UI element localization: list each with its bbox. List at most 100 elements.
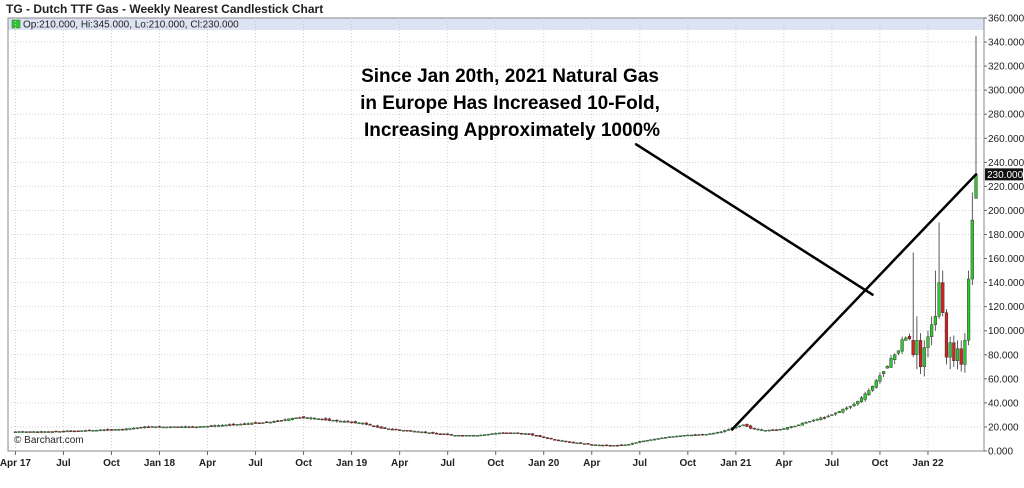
candle-body: [763, 430, 767, 432]
candle: [652, 438, 657, 441]
candle: [885, 365, 889, 369]
candle: [276, 419, 280, 423]
candle: [283, 418, 287, 422]
candle-body: [885, 365, 889, 369]
candle: [453, 435, 457, 437]
candle: [741, 424, 745, 427]
candle-body: [364, 422, 368, 425]
candle: [822, 416, 827, 420]
candle: [217, 424, 221, 427]
candle: [952, 335, 956, 367]
candle: [468, 434, 472, 437]
candle: [915, 316, 919, 370]
last-value-tag: 230.000: [985, 168, 1024, 181]
x-tick-label: Jul: [440, 458, 455, 469]
candle-body: [231, 423, 235, 426]
candle: [859, 396, 864, 404]
candle: [416, 430, 420, 433]
candle-body: [608, 445, 612, 447]
candle: [301, 416, 306, 419]
candle-body: [797, 424, 801, 427]
candle: [675, 435, 679, 438]
candle-body: [316, 418, 320, 420]
candle-body: [331, 419, 335, 422]
candle-body: [708, 433, 712, 435]
candle: [933, 270, 937, 331]
candle: [804, 421, 808, 424]
candle: [17, 431, 21, 433]
legend-swatch: [11, 19, 21, 29]
candle-body: [664, 437, 668, 439]
candle-body: [490, 433, 494, 435]
candle-body: [423, 431, 428, 434]
x-tick-label: Oct: [679, 458, 696, 469]
candle-body: [645, 440, 649, 442]
y-tick-label: 300.000: [988, 86, 1024, 97]
candle: [120, 428, 125, 431]
candle: [54, 430, 58, 433]
candle-body: [604, 444, 609, 447]
candle: [852, 402, 856, 407]
candle-body: [767, 429, 771, 432]
candle: [542, 436, 546, 438]
candle: [32, 430, 36, 433]
candle: [228, 423, 232, 426]
candle: [386, 428, 391, 430]
candle: [320, 418, 324, 421]
candle: [907, 333, 912, 341]
candle-body: [756, 428, 760, 431]
candle-body: [32, 431, 36, 433]
candle-body: [623, 444, 627, 447]
candle: [290, 417, 295, 421]
candle-body: [28, 431, 32, 433]
candle: [87, 429, 91, 432]
candle: [830, 414, 834, 416]
candle: [970, 192, 974, 286]
candle-body: [793, 425, 797, 428]
x-tick-label: Jan 20: [528, 458, 560, 469]
candle-body: [154, 426, 158, 428]
candle: [35, 431, 40, 433]
candle: [797, 424, 801, 427]
candle-body: [893, 354, 897, 360]
candle-body: [342, 421, 346, 423]
y-tick-label: 140.000: [988, 278, 1024, 289]
candle: [157, 425, 162, 428]
candle-body: [313, 417, 317, 420]
candle-body: [150, 426, 154, 428]
candle: [870, 385, 875, 392]
candle-body: [726, 429, 731, 431]
candle-body: [47, 431, 51, 433]
candle: [272, 420, 276, 424]
candle-body: [834, 412, 838, 415]
candle-body: [712, 432, 716, 435]
candle: [457, 434, 461, 437]
candle: [800, 422, 804, 426]
candle: [568, 441, 572, 443]
candle: [604, 444, 609, 447]
candle-body: [17, 431, 21, 433]
candle: [220, 423, 224, 427]
y-tick-label: 200.000: [988, 206, 1024, 217]
candle: [95, 429, 99, 432]
candle: [316, 418, 320, 421]
candle-body: [911, 340, 915, 355]
candle: [102, 429, 106, 432]
candle-body: [202, 426, 206, 428]
candle: [324, 417, 328, 421]
candle: [697, 434, 701, 436]
candle: [538, 434, 542, 438]
candle: [900, 336, 904, 354]
candle: [623, 444, 627, 447]
y-tick-label: 360.000: [988, 14, 1024, 25]
candle-body: [852, 403, 856, 407]
candle-body: [516, 432, 520, 434]
candle: [246, 422, 250, 425]
candle-body: [187, 426, 191, 428]
candle-body: [848, 405, 852, 408]
y-tick-label: 0.000: [988, 447, 1013, 458]
candle: [224, 424, 228, 427]
candle-body: [867, 390, 871, 395]
candle-body: [527, 433, 531, 435]
candle: [649, 439, 653, 441]
